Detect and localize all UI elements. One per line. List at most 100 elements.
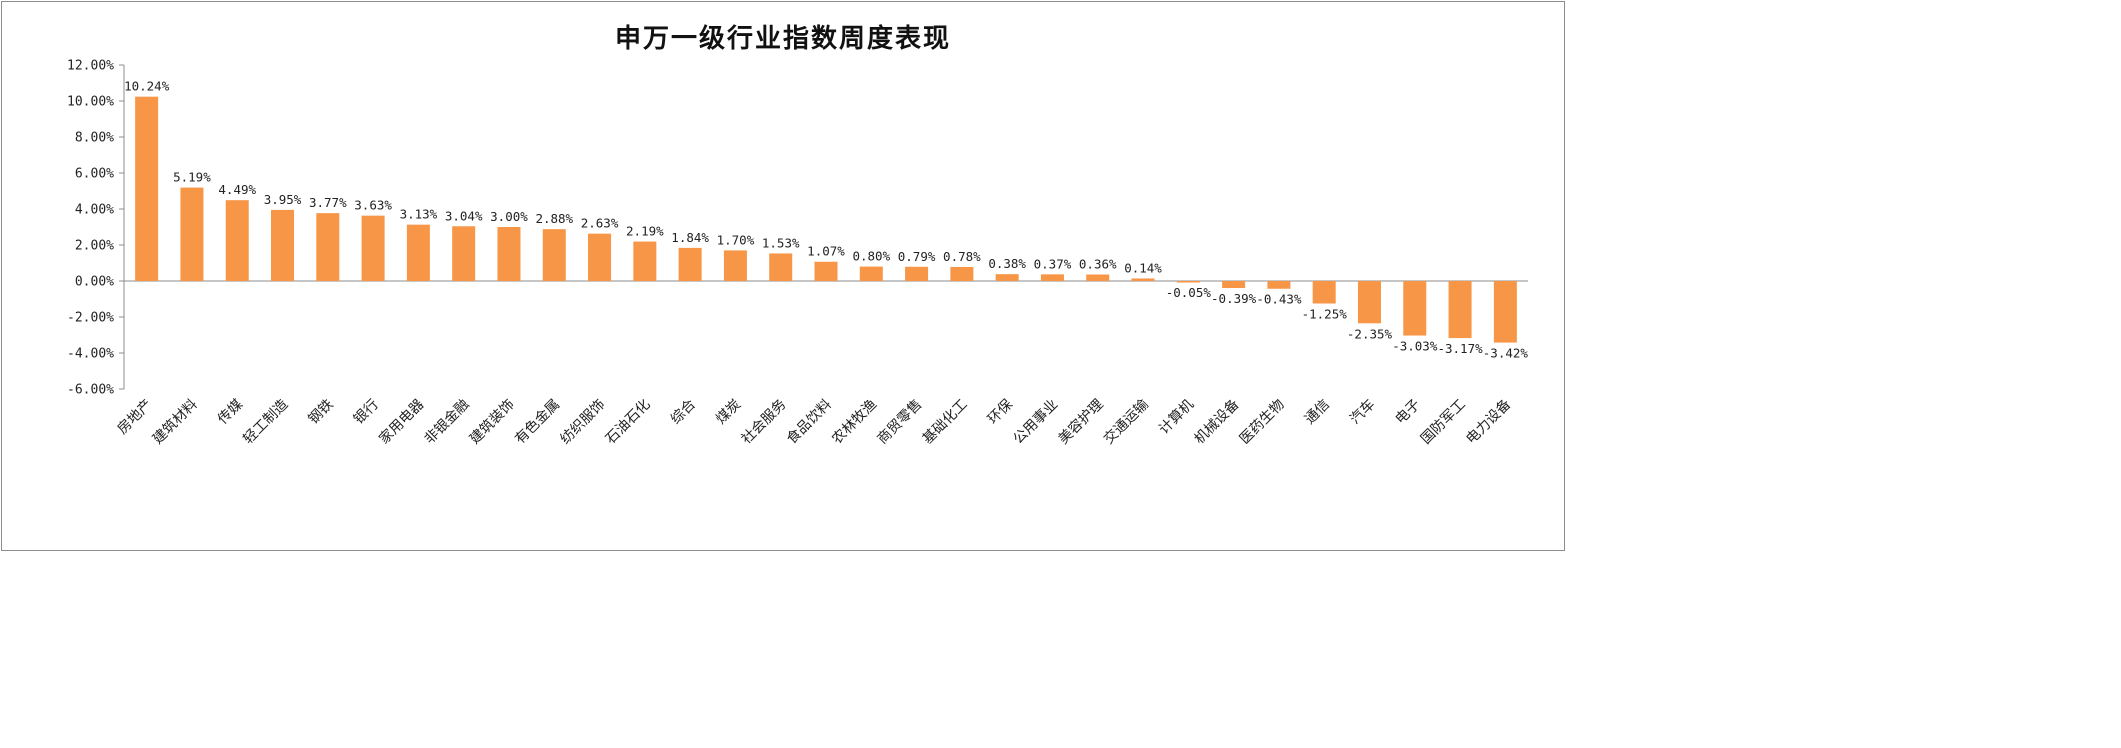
category-label: 电子 [1392, 397, 1423, 428]
data-label: 3.63% [354, 198, 392, 213]
bar [1267, 281, 1291, 289]
bar [859, 266, 883, 281]
data-label: 3.04% [445, 208, 483, 223]
data-label: -0.39% [1211, 291, 1257, 306]
data-label: 0.38% [988, 256, 1026, 271]
data-label: 2.19% [626, 224, 664, 239]
category-label: 农林牧渔 [829, 397, 880, 448]
category-label: 公用事业 [1010, 397, 1061, 448]
y-tick-label: 2.00% [75, 239, 114, 254]
data-label: 1.07% [807, 244, 845, 259]
data-label: 2.63% [581, 216, 619, 231]
y-tick-label: 12.00% [67, 59, 114, 74]
data-label: 0.80% [852, 249, 890, 264]
category-label: 石油石化 [603, 397, 654, 448]
y-tick-label: 8.00% [75, 131, 114, 146]
bar [542, 229, 566, 281]
bar [769, 253, 793, 281]
data-label: -3.42% [1483, 346, 1529, 361]
bar [950, 266, 974, 281]
bar [814, 261, 838, 281]
category-label: 综合 [668, 397, 699, 428]
data-label: 1.70% [717, 232, 755, 247]
y-tick-label: 0.00% [75, 275, 114, 290]
y-tick-label: -4.00% [67, 347, 114, 362]
bar [905, 266, 929, 281]
category-label: 环保 [985, 397, 1016, 428]
data-label: 3.95% [264, 192, 302, 207]
bar [1448, 281, 1472, 339]
category-label: 计算机 [1156, 397, 1197, 438]
category-label: 电力设备 [1463, 396, 1515, 448]
category-label: 基础化工 [919, 396, 971, 448]
data-label: 0.37% [1034, 256, 1072, 271]
category-label: 纺织服饰 [557, 397, 608, 448]
data-label: 0.36% [1079, 257, 1117, 272]
bar [406, 224, 430, 281]
data-label: 0.78% [943, 249, 981, 264]
data-label: -0.43% [1256, 292, 1302, 307]
category-label: 汽车 [1346, 396, 1378, 428]
y-tick-label: 4.00% [75, 203, 114, 218]
category-label: 建筑材料 [150, 397, 201, 448]
y-tick-label: 6.00% [75, 167, 114, 182]
bar [1086, 274, 1110, 281]
bar [723, 250, 747, 281]
bar [1357, 281, 1381, 324]
bar [1176, 281, 1200, 283]
bar [1222, 281, 1246, 289]
bar [1040, 274, 1064, 281]
bar [1403, 281, 1427, 336]
category-label: 轻工制造 [240, 397, 291, 448]
y-tick-label: 10.00% [67, 95, 114, 110]
data-label: -3.03% [1392, 339, 1438, 354]
data-label: 0.14% [1124, 260, 1162, 275]
y-axis: 12.00% 10.00% 8.00% 6.00% 4.00% 2.00% 0.00% -2.… [67, 59, 1528, 398]
data-label: 10.24% [124, 79, 170, 94]
category-label: 机械设备 [1191, 396, 1243, 448]
bar [1312, 281, 1336, 304]
bar [271, 209, 295, 281]
category-label: 钢铁 [306, 397, 337, 428]
category-label: 有色金属 [511, 396, 563, 448]
chart-title: 申万一级行业指数周度表现 [614, 24, 951, 54]
category-label: 国防军工 [1418, 397, 1469, 448]
data-label: -0.05% [1166, 285, 1212, 300]
bar [225, 200, 249, 281]
category-label: 煤炭 [713, 397, 744, 428]
data-label: -2.35% [1347, 326, 1393, 341]
bar-chart: 12.00% 10.00% 8.00% 6.00% 4.00% 2.00% 0.00% -2.… [67, 59, 1529, 448]
category-label: 社会服务 [739, 397, 790, 448]
data-label: 3.77% [309, 195, 347, 210]
data-label: -1.25% [1302, 307, 1348, 322]
category-label: 医药生物 [1237, 397, 1288, 448]
category-label: 通信 [1302, 397, 1333, 428]
bar [1131, 278, 1155, 281]
category-label: 传媒 [215, 397, 246, 428]
data-label: 3.13% [400, 207, 438, 222]
category-label: 食品饮料 [783, 396, 835, 448]
data-label: 3.00% [490, 209, 528, 224]
category-label: 非银金融 [422, 397, 473, 448]
y-tick-label: -6.00% [67, 383, 114, 398]
category-label: 房地产 [114, 397, 155, 438]
data-label: 1.53% [762, 235, 800, 250]
data-label: 4.49% [218, 182, 256, 197]
data-label: 1.84% [671, 230, 709, 245]
bar [1493, 281, 1517, 343]
bar [588, 233, 612, 281]
bar [497, 227, 521, 281]
data-label: 2.88% [535, 211, 573, 226]
bar [633, 241, 657, 281]
category-label: 美容护理 [1055, 396, 1107, 448]
data-label: 5.19% [173, 170, 211, 185]
bar [995, 274, 1019, 281]
bar [135, 96, 159, 282]
category-label: 银行 [351, 397, 382, 428]
category-label: 建筑装饰 [467, 397, 518, 448]
data-label: 0.79% [898, 249, 936, 264]
category-label: 家用电器 [376, 396, 428, 448]
bar [361, 215, 385, 281]
data-label: -3.17% [1437, 341, 1483, 356]
